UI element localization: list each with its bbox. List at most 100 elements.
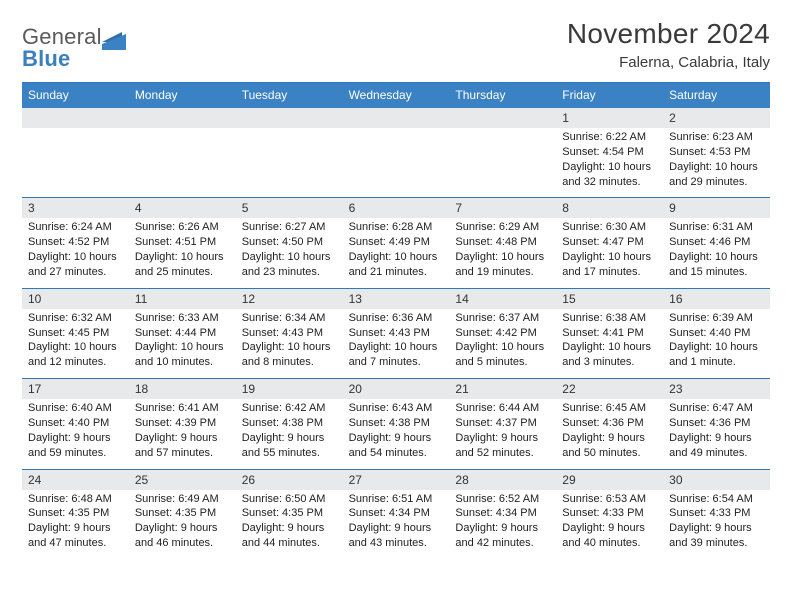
- sunrise-text: Sunrise: 6:34 AM: [242, 311, 337, 326]
- sunset-text: Sunset: 4:45 PM: [28, 326, 123, 341]
- daynum-band: 24252627282930: [22, 470, 770, 490]
- daylight-text: Daylight: 9 hours and 40 minutes.: [562, 521, 657, 551]
- sunrise-text: Sunrise: 6:43 AM: [349, 401, 444, 416]
- daylight-text: Daylight: 10 hours and 1 minute.: [669, 340, 764, 370]
- day-number: 14: [449, 289, 556, 309]
- sunset-text: Sunset: 4:35 PM: [135, 506, 230, 521]
- day-number: 9: [663, 198, 770, 218]
- day-details: Sunrise: 6:24 AMSunset: 4:52 PMDaylight:…: [22, 218, 129, 287]
- daylight-text: Daylight: 9 hours and 42 minutes.: [455, 521, 550, 551]
- daylight-text: Daylight: 10 hours and 23 minutes.: [242, 250, 337, 280]
- sunset-text: Sunset: 4:33 PM: [562, 506, 657, 521]
- daylight-text: Daylight: 9 hours and 50 minutes.: [562, 431, 657, 461]
- calendar: Sunday Monday Tuesday Wednesday Thursday…: [22, 82, 770, 559]
- day-details: Sunrise: 6:33 AMSunset: 4:44 PMDaylight:…: [129, 309, 236, 378]
- weekday-label: Saturday: [663, 83, 770, 108]
- day-number: 4: [129, 198, 236, 218]
- sunset-text: Sunset: 4:53 PM: [669, 145, 764, 160]
- sunrise-text: Sunrise: 6:31 AM: [669, 220, 764, 235]
- weekday-label: Thursday: [449, 83, 556, 108]
- sunset-text: Sunset: 4:52 PM: [28, 235, 123, 250]
- day-number: 22: [556, 379, 663, 399]
- day-details: Sunrise: 6:52 AMSunset: 4:34 PMDaylight:…: [449, 490, 556, 559]
- brand-logo: General Blue: [22, 24, 128, 72]
- daylight-text: Daylight: 10 hours and 27 minutes.: [28, 250, 123, 280]
- weeks-container: 12 Sunrise: 6:22 AMSunset: 4:54 PM Dayligh…: [22, 108, 770, 559]
- daylight-text: Daylight: 9 hours and 44 minutes.: [242, 521, 337, 551]
- day-details: Sunrise: 6:36 AMSunset: 4:43 PMDaylight:…: [343, 309, 450, 378]
- sunrise-text: Sunrise: 6:48 AM: [28, 492, 123, 507]
- page-title: November 2024: [567, 18, 770, 50]
- sunset-text: Sunset: 4:42 PM: [455, 326, 550, 341]
- day-number: [129, 108, 236, 128]
- sunrise-text: Sunrise: 6:28 AM: [349, 220, 444, 235]
- daylight-text: Daylight: 9 hours and 54 minutes.: [349, 431, 444, 461]
- day-details: [236, 128, 343, 197]
- day-details: Sunrise: 6:27 AMSunset: 4:50 PMDaylight:…: [236, 218, 343, 287]
- day-number: 20: [343, 379, 450, 399]
- calendar-page: General Blue November 2024 Falerna, Cala…: [0, 0, 792, 612]
- day-number: 26: [236, 470, 343, 490]
- day-number: 19: [236, 379, 343, 399]
- day-number: 30: [663, 470, 770, 490]
- sunset-text: Sunset: 4:36 PM: [669, 416, 764, 431]
- week-row: 3456789Sunrise: 6:24 AMSunset: 4:52 PMDa…: [22, 197, 770, 287]
- week-row: 10111213141516Sunrise: 6:32 AMSunset: 4:…: [22, 288, 770, 378]
- day-number: 15: [556, 289, 663, 309]
- day-details: Sunrise: 6:49 AMSunset: 4:35 PMDaylight:…: [129, 490, 236, 559]
- day-number: 16: [663, 289, 770, 309]
- day-details: Sunrise: 6:31 AMSunset: 4:46 PMDaylight:…: [663, 218, 770, 287]
- day-number: 13: [343, 289, 450, 309]
- sunrise-text: Sunrise: 6:26 AM: [135, 220, 230, 235]
- details-band: Sunrise: 6:32 AMSunset: 4:45 PMDaylight:…: [22, 309, 770, 378]
- daylight-text: Daylight: 10 hours and 3 minutes.: [562, 340, 657, 370]
- day-details: Sunrise: 6:23 AMSunset: 4:53 PMDaylight:…: [663, 128, 770, 197]
- day-number: 17: [22, 379, 129, 399]
- week-row: 12Sunrise: 6:22 AMSunset: 4:54 PMDayligh…: [22, 108, 770, 197]
- daynum-band: 12: [22, 108, 770, 128]
- daylight-text: Daylight: 9 hours and 57 minutes.: [135, 431, 230, 461]
- sunset-text: Sunset: 4:40 PM: [669, 326, 764, 341]
- daylight-text: Daylight: 10 hours and 15 minutes.: [669, 250, 764, 280]
- day-number: [236, 108, 343, 128]
- sunrise-text: Sunrise: 6:42 AM: [242, 401, 337, 416]
- weekday-label: Wednesday: [343, 83, 450, 108]
- sunrise-text: Sunrise: 6:52 AM: [455, 492, 550, 507]
- details-band: Sunrise: 6:48 AM Sunset: 4:35 PM Daylight:…: [22, 490, 770, 559]
- sunset-text: Sunset: 4:51 PM: [135, 235, 230, 250]
- day-details: Sunrise: 6:54 AMSunset: 4:33 PMDaylight:…: [663, 490, 770, 559]
- sunset-text: Sunset: 4:46 PM: [669, 235, 764, 250]
- day-details: Sunrise: 6:32 AMSunset: 4:45 PMDaylight:…: [22, 309, 129, 378]
- daylight-text: Daylight: 10 hours and 17 minutes.: [562, 250, 657, 280]
- day-details: Sunrise: 6:45 AMSunset: 4:36 PMDaylight:…: [556, 399, 663, 468]
- sunrise-text: Sunrise: 6:24 AM: [28, 220, 123, 235]
- sunrise-text: Sunrise: 6:53 AM: [562, 492, 657, 507]
- day-details: Sunrise: 6:42 AMSunset: 4:38 PMDaylight:…: [236, 399, 343, 468]
- daynum-band: 17181920212223: [22, 379, 770, 399]
- sunrise-text: Sunrise: 6:29 AM: [455, 220, 550, 235]
- sunrise-text: Sunrise: 6:51 AM: [349, 492, 444, 507]
- sunrise-text: Sunrise: 6:27 AM: [242, 220, 337, 235]
- day-number: 27: [343, 470, 450, 490]
- sunrise-text: Sunrise: 6:30 AM: [562, 220, 657, 235]
- daylight-text: Daylight: 9 hours and 59 minutes.: [28, 431, 123, 461]
- day-details: Sunrise: 6:51 AMSunset: 4:34 PMDaylight:…: [343, 490, 450, 559]
- sunset-text: Sunset: 4:43 PM: [242, 326, 337, 341]
- daylight-text: Daylight: 10 hours and 7 minutes.: [349, 340, 444, 370]
- sunset-text: Sunset: 4:37 PM: [455, 416, 550, 431]
- day-details: [343, 128, 450, 197]
- brand-mark-icon: [102, 32, 128, 62]
- sunrise-text: Sunrise: 6:23 AM: [669, 130, 764, 145]
- day-number: 12: [236, 289, 343, 309]
- daylight-text: Daylight: 10 hours and 21 minutes.: [349, 250, 444, 280]
- details-band: Sunrise: 6:40 AMSunset: 4:40 PMDaylight:…: [22, 399, 770, 468]
- sunrise-text: Sunrise: 6:39 AM: [669, 311, 764, 326]
- week-row: 17181920212223Sunrise: 6:40 AMSunset: 4:…: [22, 378, 770, 468]
- daylight-text: Daylight: 10 hours and 8 minutes.: [242, 340, 337, 370]
- sunset-text: Sunset: 4:38 PM: [242, 416, 337, 431]
- sunset-text: Sunset: 4:54 PM: [562, 145, 657, 160]
- sunrise-text: Sunrise: 6:22 AM: [562, 130, 657, 145]
- day-details: Sunrise: 6:39 AMSunset: 4:40 PMDaylight:…: [663, 309, 770, 378]
- day-number: [449, 108, 556, 128]
- sunset-text: Sunset: 4:33 PM: [669, 506, 764, 521]
